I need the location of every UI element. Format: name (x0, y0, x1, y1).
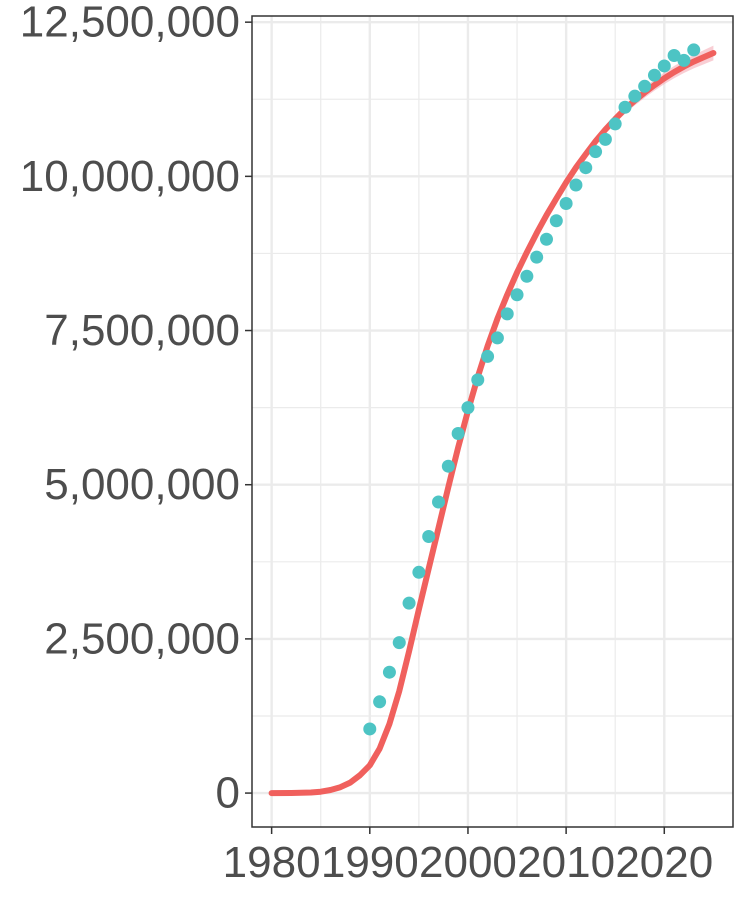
data-point (549, 214, 563, 228)
x-tick-label: 2000 (419, 838, 517, 887)
data-point (598, 132, 612, 146)
y-tick-label: 12,500,000 (20, 0, 240, 47)
y-axis: 0 2,500,000 5,000,000 7,500,000 10,000,000 12… (20, 0, 252, 818)
x-tick-label: 2020 (615, 838, 713, 887)
data-point (638, 79, 652, 93)
data-point (490, 331, 504, 345)
fit-line-path (268, 50, 717, 797)
data-point (647, 68, 661, 82)
data-point (530, 250, 544, 264)
y-tick-label: 5,000,000 (44, 460, 240, 509)
data-point (589, 145, 603, 159)
data-point (628, 89, 642, 103)
y-tick-label: 10,000,000 (20, 152, 240, 201)
confidence-band-area (271, 45, 714, 794)
data-point (687, 43, 701, 57)
x-tick-label: 1990 (321, 838, 419, 887)
data-point (422, 530, 436, 544)
data-point (618, 100, 632, 114)
data-point (559, 196, 573, 210)
data-point (412, 565, 426, 579)
data-point (481, 349, 495, 363)
data-points (363, 43, 701, 736)
fit-line (268, 50, 717, 797)
data-point (677, 53, 691, 67)
data-point (471, 373, 485, 387)
data-point (432, 495, 446, 509)
data-point (657, 59, 671, 73)
fit-confidence-band (271, 45, 714, 794)
data-point (363, 722, 377, 736)
data-point (382, 665, 396, 679)
data-point (373, 695, 387, 709)
data-point (451, 427, 465, 441)
y-tick-label: 0 (216, 769, 240, 818)
data-point (441, 459, 455, 473)
data-point (539, 232, 553, 246)
data-point (579, 161, 593, 175)
panel-border (251, 15, 734, 828)
data-point (402, 596, 416, 610)
x-axis: 1980 1990 2000 2010 2020 (223, 827, 713, 887)
data-point (461, 401, 475, 415)
data-point (392, 636, 406, 650)
data-point (510, 288, 524, 302)
data-point (608, 117, 622, 131)
data-point (520, 269, 534, 283)
data-point (500, 307, 514, 321)
y-tick-label: 2,500,000 (44, 614, 240, 663)
x-tick-label: 2010 (517, 838, 615, 887)
y-tick-label: 7,500,000 (44, 306, 240, 355)
grid (252, 16, 733, 827)
data-point (667, 48, 681, 62)
x-tick-label: 1980 (223, 838, 321, 887)
data-point (569, 178, 583, 192)
